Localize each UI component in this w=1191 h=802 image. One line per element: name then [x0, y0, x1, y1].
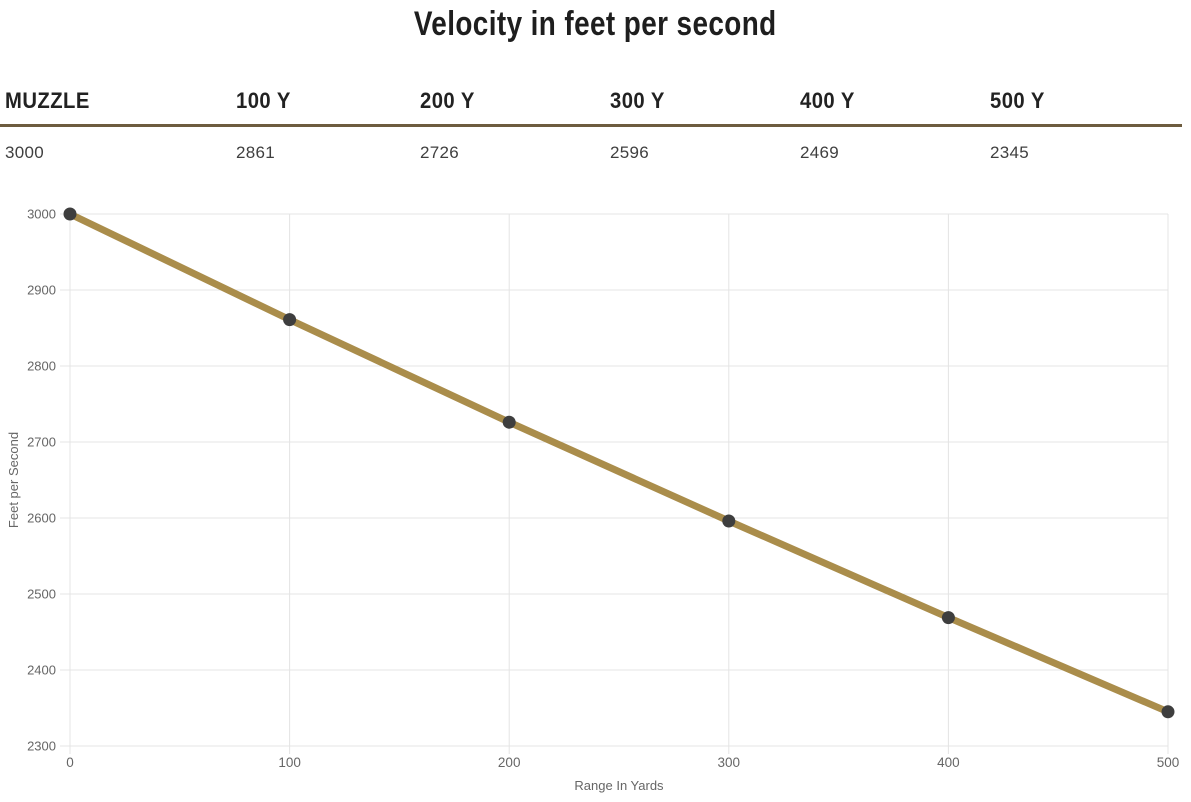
velocity-chart: 2300 2400 2500 2600 2700 2800 2900 3000 0 100 200 3…	[0, 160, 1191, 802]
data-point[interactable]	[722, 514, 736, 528]
x-axis-title: Range In Yards	[574, 778, 664, 793]
x-tick-label: 200	[498, 755, 521, 770]
page-title: Velocity in feet per second	[414, 5, 777, 43]
header-400y: 400 Y	[795, 82, 985, 127]
value-100y: 2861	[236, 143, 276, 162]
header-500y-label: 500 Y	[990, 88, 1045, 113]
y-tick-label: 2500	[27, 587, 56, 602]
header-500y: 500 Y	[985, 82, 1182, 127]
value-muzzle: 3000	[5, 143, 45, 162]
header-300y: 300 Y	[605, 82, 795, 127]
data-point[interactable]	[502, 415, 516, 429]
y-axis-title: Feet per Second	[6, 432, 21, 528]
y-tick-label: 2300	[27, 739, 56, 754]
y-tick-label: 2600	[27, 511, 56, 526]
value-300y: 2596	[610, 143, 650, 162]
velocity-chart-svg: 2300 2400 2500 2600 2700 2800 2900 3000 0 100 200 3…	[6, 207, 1180, 794]
x-tick-label: 300	[718, 755, 741, 770]
x-tick-label: 500	[1157, 755, 1180, 770]
header-300y-label: 300 Y	[610, 88, 665, 113]
page-title-row: Velocity in feet per second	[0, 0, 1191, 44]
velocity-table: MUZZLE 100 Y 200 Y 300 Y 400 Y 500 Y 300…	[0, 82, 1182, 163]
value-200y: 2726	[420, 143, 460, 162]
velocity-line	[66, 210, 1172, 716]
header-100y-label: 100 Y	[236, 88, 291, 113]
y-tick-label: 3000	[27, 207, 56, 222]
y-tick-label: 2900	[27, 283, 56, 298]
x-tick-label: 100	[278, 755, 301, 770]
header-muzzle: MUZZLE	[0, 82, 231, 127]
data-point[interactable]	[941, 611, 955, 625]
x-tick-label: 400	[937, 755, 960, 770]
header-200y: 200 Y	[415, 82, 605, 127]
data-point[interactable]	[283, 313, 297, 327]
y-tick-label: 2700	[27, 435, 56, 450]
value-400y: 2469	[800, 143, 840, 162]
data-point[interactable]	[63, 207, 77, 221]
y-tick-label: 2800	[27, 359, 56, 374]
header-400y-label: 400 Y	[800, 88, 855, 113]
x-tick-label: 0	[66, 755, 74, 770]
header-100y: 100 Y	[231, 82, 415, 127]
header-200y-label: 200 Y	[420, 88, 475, 113]
y-tick-label: 2400	[27, 663, 56, 678]
velocity-table-value-row: 3000 2861 2726 2596 2469 2345	[0, 126, 1182, 164]
value-500y: 2345	[990, 143, 1030, 162]
data-point[interactable]	[1161, 705, 1175, 719]
velocity-table-header-row: MUZZLE 100 Y 200 Y 300 Y 400 Y 500 Y	[0, 82, 1182, 127]
header-muzzle-label: MUZZLE	[5, 88, 90, 113]
